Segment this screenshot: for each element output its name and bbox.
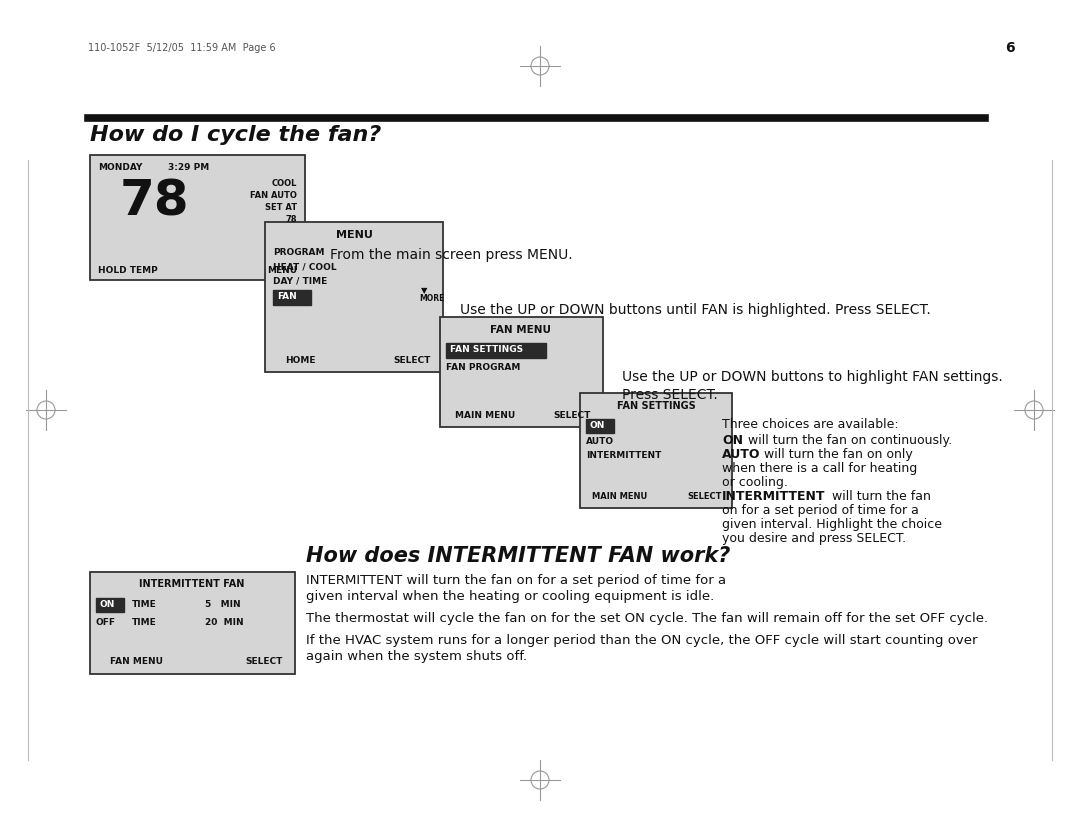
Text: MORE: MORE [419, 294, 444, 303]
Text: MONDAY: MONDAY [98, 163, 143, 172]
Text: SET AT: SET AT [265, 203, 297, 212]
Text: FAN SETTINGS: FAN SETTINGS [617, 401, 696, 411]
Bar [580, 393, 732, 508]
Text: AUTO: AUTO [586, 437, 615, 446]
Text: ▼: ▼ [421, 286, 428, 295]
Bar [265, 222, 443, 372]
Text: when there is a call for heating: when there is a call for heating [723, 462, 917, 475]
Text: again when the system shuts off.: again when the system shuts off. [306, 650, 527, 663]
Text: or cooling.: or cooling. [723, 476, 788, 489]
Text: INTERMITTENT: INTERMITTENT [723, 490, 825, 503]
Text: HOME: HOME [285, 355, 315, 364]
Text: FAN MENU: FAN MENU [110, 657, 163, 666]
Text: ON: ON [723, 434, 743, 447]
Bar [273, 290, 311, 305]
Text: given interval. Highlight the choice: given interval. Highlight the choice [723, 518, 942, 531]
Text: INTERMITTENT FAN: INTERMITTENT FAN [139, 579, 245, 589]
Text: AUTO: AUTO [723, 448, 760, 461]
Text: How do I cycle the fan?: How do I cycle the fan? [90, 125, 381, 145]
Bar [440, 317, 603, 427]
Text: 78: 78 [120, 177, 190, 225]
Text: ON: ON [100, 600, 116, 609]
Text: INTERMITTENT: INTERMITTENT [586, 451, 661, 460]
Text: 5   MIN: 5 MIN [205, 600, 241, 609]
Text: FAN PROGRAM: FAN PROGRAM [446, 363, 521, 372]
Bar [90, 155, 305, 280]
Text: MAIN MENU: MAIN MENU [592, 491, 647, 500]
Text: DAY / TIME: DAY / TIME [273, 276, 327, 285]
Text: 110-1052F  5/12/05  11:59 AM  Page 6: 110-1052F 5/12/05 11:59 AM Page 6 [87, 43, 275, 53]
Bar [96, 598, 124, 612]
Text: HOLD TEMP: HOLD TEMP [98, 265, 158, 274]
Text: MENU: MENU [267, 265, 297, 274]
Text: Three choices are available:: Three choices are available: [723, 418, 899, 431]
Text: FAN AUTO: FAN AUTO [251, 191, 297, 200]
Text: SELECT: SELECT [245, 657, 283, 666]
Text: given interval when the heating or cooling equipment is idle.: given interval when the heating or cooli… [306, 590, 714, 603]
Text: 78: 78 [285, 215, 297, 224]
Bar [446, 343, 546, 358]
Text: HEAT / COOL: HEAT / COOL [273, 262, 337, 271]
Text: will turn the fan on only: will turn the fan on only [760, 448, 913, 461]
Text: PROGRAM: PROGRAM [273, 248, 324, 257]
Text: 3:29 PM: 3:29 PM [168, 163, 210, 172]
Text: you desire and press SELECT.: you desire and press SELECT. [723, 532, 906, 545]
Text: ON: ON [590, 421, 606, 430]
Text: TIME: TIME [132, 618, 157, 627]
Text: SELECT: SELECT [554, 410, 591, 420]
Bar [90, 572, 295, 674]
Text: Press SELECT.: Press SELECT. [622, 388, 718, 402]
Text: will turn the fan on continuously.: will turn the fan on continuously. [744, 434, 953, 447]
Text: How does INTERMITTENT FAN work?: How does INTERMITTENT FAN work? [306, 546, 730, 566]
Text: MENU: MENU [336, 230, 373, 240]
Text: 20  MIN: 20 MIN [205, 618, 244, 627]
Text: FAN: FAN [276, 292, 297, 301]
Text: OFF: OFF [96, 618, 116, 627]
Text: COOL: COOL [272, 179, 297, 188]
Bar [586, 419, 615, 433]
Text: 6: 6 [1005, 41, 1015, 55]
Text: TIME: TIME [132, 600, 157, 609]
Text: on for a set period of time for a: on for a set period of time for a [723, 504, 919, 517]
Text: Use the UP or DOWN buttons until FAN is highlighted. Press SELECT.: Use the UP or DOWN buttons until FAN is … [460, 303, 931, 317]
Text: If the HVAC system runs for a longer period than the ON cycle, the OFF cycle wil: If the HVAC system runs for a longer per… [306, 634, 977, 647]
Text: will turn the fan: will turn the fan [828, 490, 931, 503]
Text: FAN SETTINGS: FAN SETTINGS [450, 345, 523, 354]
Text: The thermostat will cycle the fan on for the set ON cycle. The fan will remain o: The thermostat will cycle the fan on for… [306, 612, 988, 625]
Text: SELECT: SELECT [688, 491, 723, 500]
Text: FAN MENU: FAN MENU [490, 325, 552, 335]
Text: MAIN MENU: MAIN MENU [455, 410, 515, 420]
Text: Use the UP or DOWN buttons to highlight FAN settings.: Use the UP or DOWN buttons to highlight … [622, 370, 1002, 384]
Text: INTERMITTENT will turn the fan on for a set period of time for a: INTERMITTENT will turn the fan on for a … [306, 574, 726, 587]
Text: SELECT: SELECT [393, 355, 431, 364]
Text: From the main screen press MENU.: From the main screen press MENU. [330, 248, 572, 262]
